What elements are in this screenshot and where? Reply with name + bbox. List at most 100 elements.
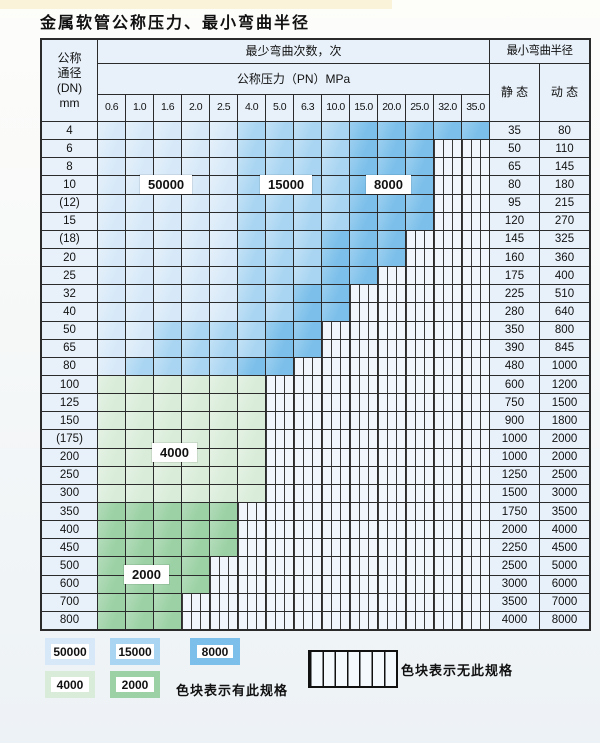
dynamic-radius-cell: 4500: [540, 539, 589, 557]
dn-cell: 100: [42, 375, 97, 394]
no-spec-cell: [350, 285, 377, 303]
dn-cell: 15: [42, 212, 97, 230]
header-pressure-value: 25.0: [406, 95, 433, 121]
no-spec-cell: [434, 212, 461, 230]
no-spec-cell: [210, 611, 237, 629]
no-spec-cell: [462, 158, 489, 176]
no-spec-cell: [322, 375, 349, 394]
spec-cell: [378, 230, 405, 248]
static-radius-cell: 35: [490, 122, 539, 140]
spec-cell: [126, 230, 153, 248]
spec-cell: [210, 248, 237, 267]
no-spec-cell: [210, 575, 237, 593]
no-spec-cell: [406, 521, 433, 539]
no-spec-cell: [434, 158, 461, 176]
no-spec-cell: [406, 230, 433, 248]
spec-cell: [406, 176, 433, 194]
no-spec-cell: [462, 484, 489, 502]
no-spec-cell: [238, 557, 265, 575]
spec-cell: [182, 575, 209, 593]
no-spec-cell: [406, 321, 433, 339]
no-spec-cell: [434, 140, 461, 158]
header-dynamic: 动 态: [540, 64, 589, 121]
spec-cell: [154, 466, 181, 484]
no-spec-cell: [294, 593, 321, 611]
spec-cell: [154, 539, 181, 557]
no-spec-cell: [378, 611, 405, 629]
no-spec-cell: [266, 466, 293, 484]
no-spec-cell: [322, 557, 349, 575]
spec-cell: [406, 140, 433, 158]
dynamic-radius-cell: 400: [540, 267, 589, 285]
spec-cell: [182, 230, 209, 248]
no-spec-cell: [266, 557, 293, 575]
spec-cell: [210, 321, 237, 339]
no-spec-cell: [294, 502, 321, 521]
static-radius-cell: 2000: [490, 521, 539, 539]
no-spec-cell: [406, 339, 433, 357]
spec-cell: [210, 303, 237, 321]
spec-cell: [238, 412, 265, 430]
no-spec-cell: [462, 321, 489, 339]
no-spec-cell: [378, 394, 405, 412]
spec-cell: [182, 303, 209, 321]
spec-cell: [98, 122, 125, 140]
no-spec-cell: [322, 339, 349, 357]
dn-cell: 6: [42, 140, 97, 158]
no-spec-cell: [378, 303, 405, 321]
spec-cell: [154, 339, 181, 357]
spec-cell: [294, 230, 321, 248]
dynamic-radius-cell: 845: [540, 339, 589, 357]
spec-cell: [266, 158, 293, 176]
spec-cell: [238, 448, 265, 466]
spec-cell: [126, 267, 153, 285]
spec-cell: [238, 375, 265, 394]
static-radius-cell: 1000: [490, 448, 539, 466]
no-spec-cell: [434, 430, 461, 448]
spec-cell: [154, 248, 181, 267]
legend-swatch-label: 50000: [53, 644, 87, 659]
dn-cell: 80: [42, 357, 97, 375]
no-spec-cell: [434, 357, 461, 375]
spec-cell: [238, 303, 265, 321]
spec-cell: [98, 140, 125, 158]
no-spec-cell: [378, 321, 405, 339]
legend-swatch-label: 4000: [56, 677, 84, 692]
spec-cell: [98, 248, 125, 267]
no-spec-cell: [238, 611, 265, 629]
spec-cell: [126, 248, 153, 267]
static-radius-cell: 65: [490, 158, 539, 176]
no-spec-cell: [350, 611, 377, 629]
spec-cell: [154, 303, 181, 321]
spec-cell: [210, 158, 237, 176]
no-spec-cell: [462, 248, 489, 267]
spec-cell: [154, 593, 181, 611]
header-pressure-value: 2.5: [210, 95, 237, 121]
no-spec-cell: [378, 593, 405, 611]
dynamic-radius-cell: 510: [540, 285, 589, 303]
no-spec-cell: [210, 557, 237, 575]
spec-cell: [322, 285, 349, 303]
header-pressure-value: 1.0: [126, 95, 153, 121]
spec-cell: [98, 593, 125, 611]
dynamic-radius-cell: 800: [540, 321, 589, 339]
no-spec-cell: [182, 611, 209, 629]
no-spec-cell: [406, 412, 433, 430]
spec-cell: [322, 212, 349, 230]
spec-cell: [154, 412, 181, 430]
no-spec-cell: [266, 394, 293, 412]
dynamic-radius-cell: 7000: [540, 593, 589, 611]
spec-cell: [210, 230, 237, 248]
spec-cell: [98, 521, 125, 539]
no-spec-cell: [406, 484, 433, 502]
spec-cell: [266, 357, 293, 375]
no-spec-cell: [434, 194, 461, 212]
no-spec-cell: [406, 248, 433, 267]
no-spec-cell: [406, 448, 433, 466]
legend-swatch-8000: 8000: [190, 638, 240, 665]
dn-cell: 25: [42, 267, 97, 285]
no-spec-cell: [294, 575, 321, 593]
legend-swatch-label: 8000: [201, 644, 229, 659]
spec-cell: [350, 158, 377, 176]
no-spec-cell: [294, 375, 321, 394]
